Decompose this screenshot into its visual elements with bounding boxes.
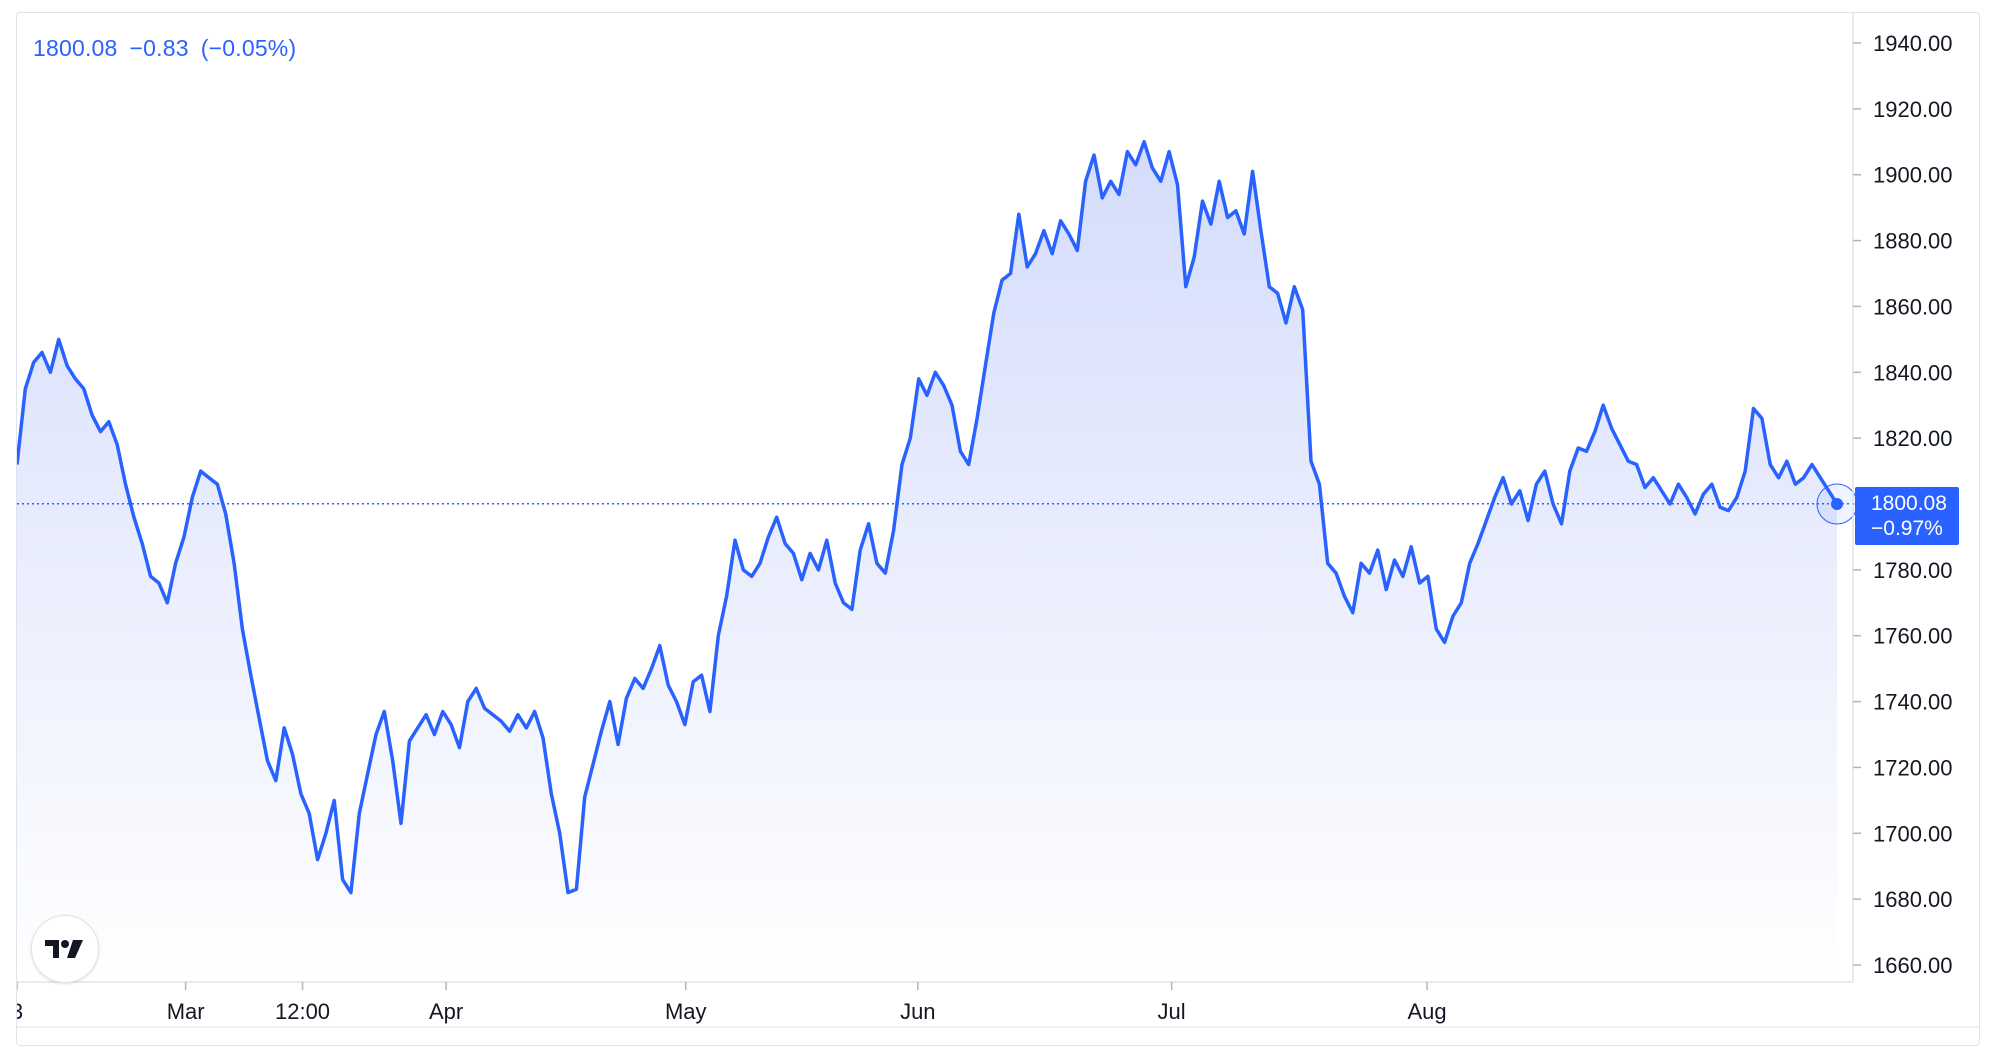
logo-mark: [45, 940, 83, 958]
x-tick-label: 12:00: [275, 999, 330, 1024]
x-tick-label: Jun: [900, 999, 935, 1024]
y-tick-label: 1780.00: [1873, 558, 1953, 583]
y-tick-label: 1880.00: [1873, 229, 1953, 254]
legend-change: −0.83: [129, 35, 189, 61]
badge-change-percent: −0.97%: [1871, 516, 1943, 540]
y-tick-label: 1940.00: [1873, 31, 1953, 56]
badge-price: 1800.08: [1871, 491, 1947, 515]
price-legend: 1800.08 −0.83 (−0.05%): [33, 35, 308, 62]
legend-last-price: 1800.08: [33, 35, 118, 61]
x-tick-label: 3: [17, 999, 23, 1024]
price-line: [17, 140, 1839, 895]
y-tick-label: 1760.00: [1873, 624, 1953, 649]
plot-area: [17, 140, 1858, 983]
y-tick-label: 1700.00: [1873, 821, 1953, 846]
chart-widget: 1940.00 1920.00 1900.00 1880.00 1860.00 1840.…: [16, 12, 1980, 1046]
area-fill: [17, 141, 1837, 983]
last-price-badge: 1800.08 −0.97%: [1855, 486, 1959, 545]
x-tick-label: Aug: [1408, 999, 1447, 1024]
y-tick-label: 1840.00: [1873, 360, 1953, 385]
y-tick-label: 1660.00: [1873, 953, 1953, 978]
last-point-dot: [1831, 498, 1843, 510]
y-tick-label: 1720.00: [1873, 755, 1953, 780]
x-tick-label: Jul: [1158, 999, 1186, 1024]
price-chart[interactable]: 1940.00 1920.00 1900.00 1880.00 1860.00 1840.…: [17, 13, 1980, 1046]
y-tick-label: 1900.00: [1873, 163, 1953, 188]
y-tick-label: 1820.00: [1873, 426, 1953, 451]
y-tick-label: 1920.00: [1873, 97, 1953, 122]
y-tick-label: 1680.00: [1873, 887, 1953, 912]
legend-change-percent: (−0.05%): [200, 35, 297, 61]
tradingview-logo-icon[interactable]: [31, 915, 99, 983]
y-tick-label: 1740.00: [1873, 690, 1953, 715]
y-tick-label: 1860.00: [1873, 294, 1953, 319]
x-tick-label: Mar: [167, 999, 205, 1024]
x-tick-label: Apr: [429, 999, 463, 1024]
x-tick-label: May: [665, 999, 707, 1024]
